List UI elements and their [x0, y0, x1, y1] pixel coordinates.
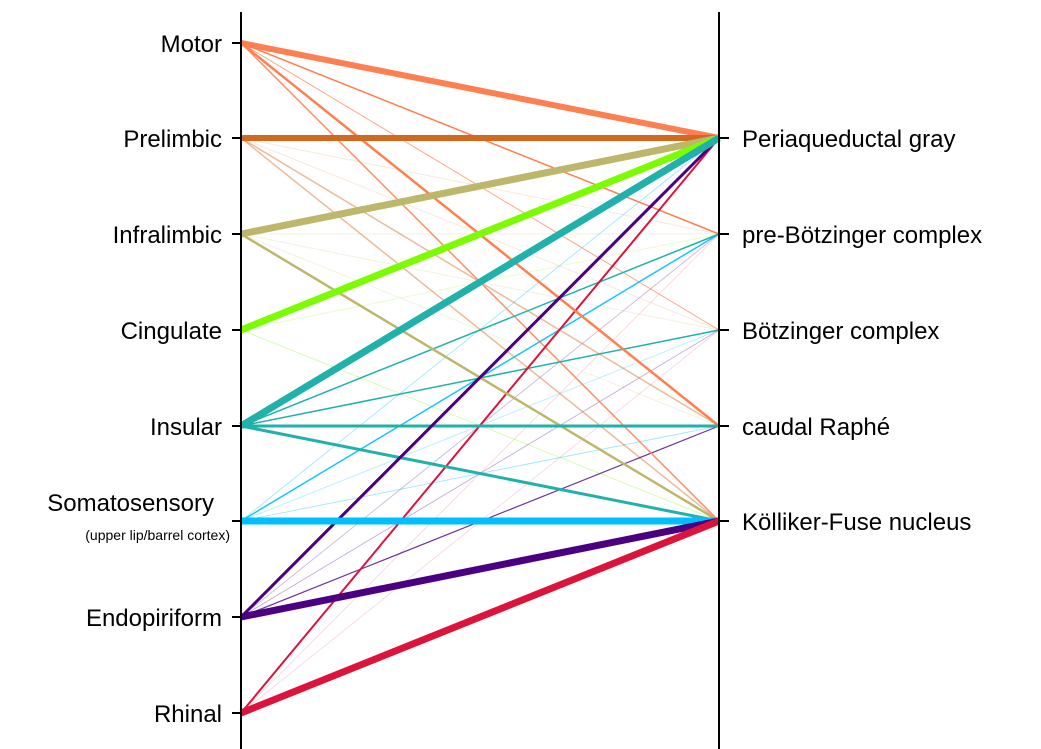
- connection-insular-prebotc: [240, 233, 720, 427]
- connection-infralimbic-pag: [240, 134, 720, 238]
- right-label-pag: Periaqueductal gray: [742, 126, 955, 153]
- connection-insular-kf: [240, 424, 720, 523]
- left-label-insular: Insular: [150, 414, 222, 441]
- left-label-prelimbic: Prelimbic: [123, 126, 222, 153]
- right-label-botc: Bötzinger complex: [742, 318, 939, 345]
- connection-cingulate-pag: [239, 134, 721, 334]
- right-ticks: [719, 137, 729, 522]
- left-label-infralimbic: Infralimbic: [113, 222, 222, 249]
- left-label-rhinal: Rhinal: [154, 701, 222, 728]
- left-sublabel-somatosensory: (upper lip/barrel cortex): [85, 527, 230, 543]
- left-label-motor: Motor: [161, 31, 222, 58]
- connection-insular-pag: [239, 135, 721, 429]
- left-ticks: [232, 42, 241, 714]
- connection-rhinal-kf: [239, 517, 721, 717]
- left-label-cingulate: Cingulate: [121, 318, 222, 345]
- connection-endopiriform-pag: [239, 136, 721, 619]
- connection-endopiriform-kf: [240, 517, 720, 621]
- left-label-endopiriform: Endopiriform: [86, 605, 222, 632]
- connection-lines: [239, 40, 721, 717]
- right-label-raphe: caudal Raphé: [742, 414, 890, 441]
- right-label-kf: Kölliker-Fuse nucleus: [742, 509, 971, 536]
- right-label-prebotc: pre-Bötzinger complex: [742, 222, 982, 249]
- connection-motor-pag: [240, 40, 720, 141]
- left-label-somatosensory: Somatosensory: [47, 490, 214, 517]
